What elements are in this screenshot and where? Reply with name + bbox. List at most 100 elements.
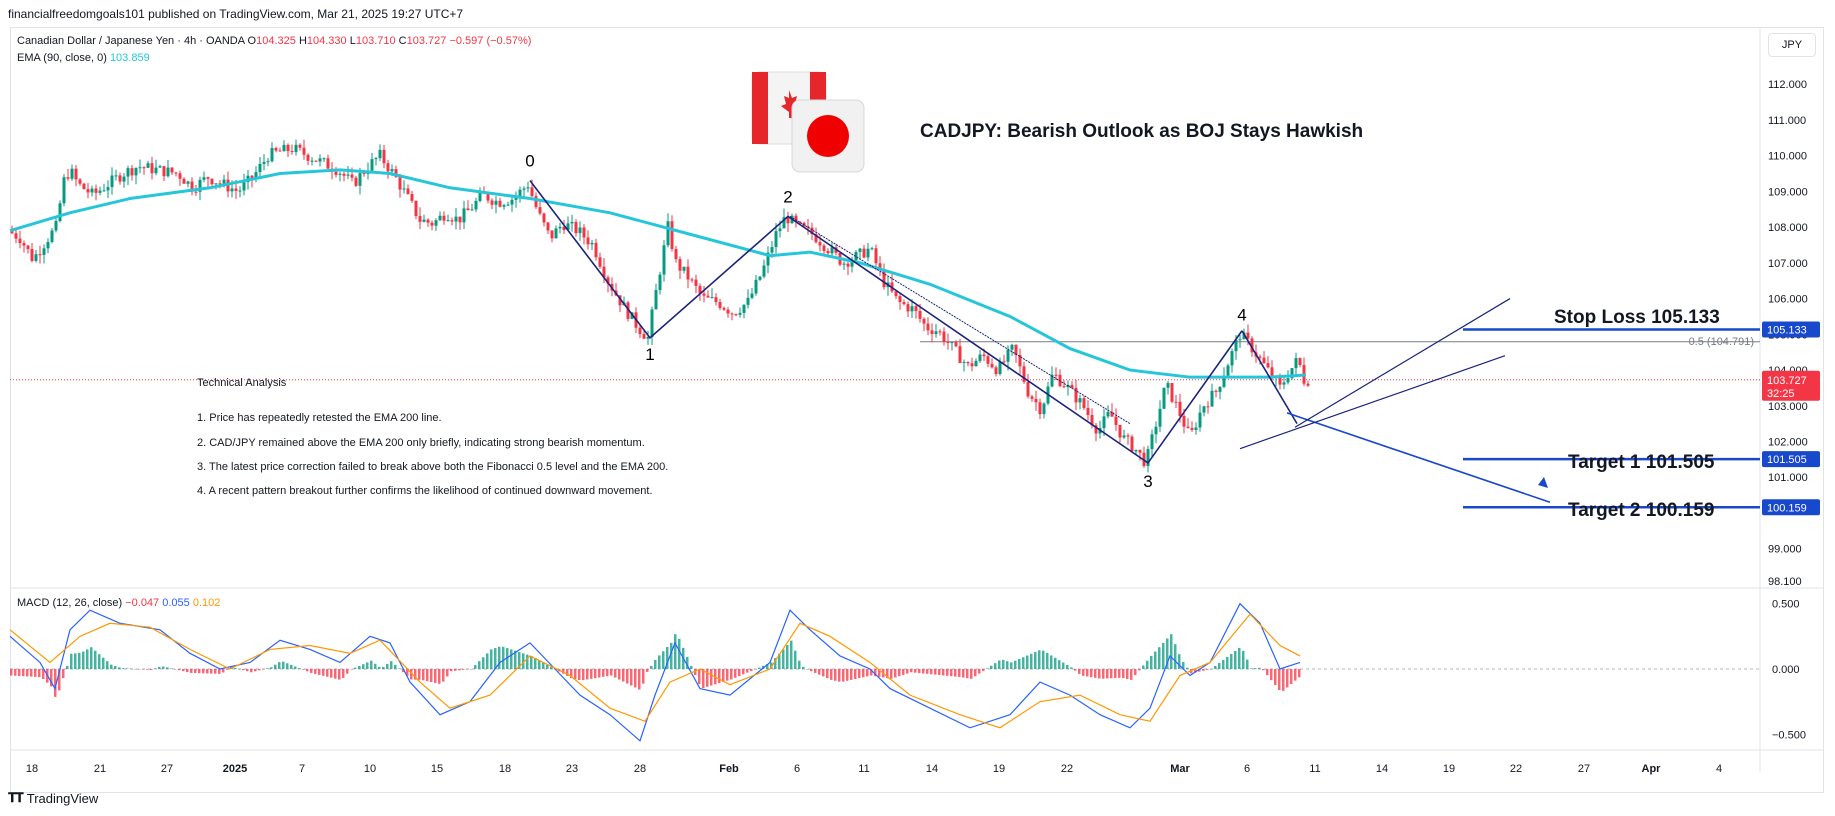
price-tick-label: 107.000 — [1768, 258, 1808, 270]
macd-axis[interactable]: 0.500 0.000 −0.500 — [1772, 599, 1806, 742]
tradingview-footer[interactable]: 𝐓𝐓 TradingView — [8, 790, 98, 806]
macd-histogram-bar — [538, 660, 541, 669]
candle-body — [542, 213, 546, 223]
macd-histogram-bar — [198, 669, 201, 674]
macd-histogram-bar — [34, 669, 37, 677]
candle-body — [278, 150, 282, 152]
macd-histogram-bar — [306, 669, 309, 672]
candle-body — [1294, 358, 1298, 369]
candle-body — [826, 250, 830, 254]
candle-body — [38, 254, 42, 256]
macd-histogram-bar — [358, 665, 361, 669]
candle-body — [1286, 378, 1290, 383]
candle-body — [942, 331, 946, 342]
candle-body — [618, 295, 622, 306]
macd-header[interactable]: MACD (12, 26, close) −0.047 0.055 0.102 — [17, 597, 220, 609]
candle-body — [594, 242, 598, 258]
macd-histogram-bar — [602, 669, 605, 677]
candle-body — [1006, 349, 1010, 362]
candle-body — [158, 166, 162, 168]
candle-body — [1050, 374, 1054, 387]
macd-histogram-bar — [102, 657, 105, 669]
time-tick-label: 22 — [1061, 763, 1073, 775]
macd-histogram-bar — [30, 669, 33, 677]
candle-body — [418, 216, 422, 222]
macd-histogram-bar — [698, 669, 701, 685]
macd-histogram-bar — [38, 669, 41, 678]
target1-box-text: 101.505 — [1767, 454, 1807, 466]
macd-histogram-bar — [502, 646, 505, 669]
macd-histogram-bar — [234, 667, 237, 669]
candle-body — [170, 167, 174, 173]
candle-body — [710, 297, 714, 299]
ema-label: EMA (90, close, 0) — [17, 52, 107, 64]
time-tick-label: 19 — [993, 763, 1005, 775]
high-label: H — [298, 35, 307, 47]
macd-histogram-bar — [458, 669, 461, 671]
time-axis[interactable]: 18 21 27 2025 7 10 15 18 23 28 Feb 6 11 14 19 22 Mar 6 11 1… — [26, 763, 1722, 775]
macd-histogram-bar — [214, 669, 217, 674]
macd-histogram-bar — [1238, 647, 1241, 669]
candle-body — [806, 226, 810, 228]
candle-body — [454, 216, 458, 222]
candle-body — [994, 367, 998, 375]
candle-body — [326, 158, 330, 169]
macd-histogram-bar — [1270, 669, 1273, 681]
candle-body — [1278, 377, 1282, 385]
macd-histogram-bar — [922, 669, 925, 674]
macd-histogram-bar — [206, 669, 209, 674]
candle-body — [1138, 449, 1142, 453]
candle-body — [194, 191, 198, 193]
price-tick-label: 112.000 — [1768, 79, 1807, 91]
currency-button[interactable]: JPY — [1768, 33, 1816, 57]
candle-body — [294, 144, 298, 153]
candle-body — [422, 219, 426, 222]
candle-body — [1178, 401, 1182, 416]
low-value: 103.710 — [355, 35, 396, 47]
target2-box-bg — [1762, 499, 1820, 516]
macd-histogram-bar — [618, 669, 621, 680]
macd-histogram-bar — [470, 669, 473, 670]
trade-annotations: Stop Loss 105.133 Target 1 101.505 Targe… — [1554, 307, 1754, 521]
candle-body — [386, 163, 390, 172]
candle-body — [698, 286, 702, 294]
macd-histogram-bar — [934, 669, 937, 675]
macd-histogram-bar — [1034, 652, 1037, 669]
candle-body — [234, 188, 238, 191]
candle-body — [118, 175, 122, 182]
wave-lines: 0 1 2 3 4 — [525, 152, 1551, 503]
price-axis[interactable]: 113.000112.000111.000110.000109.000108.0… — [1768, 43, 1808, 587]
japan-flag-icon — [791, 99, 865, 173]
candle-body — [858, 248, 862, 252]
macd-histogram-bar — [586, 669, 589, 680]
macd-histogram-bar — [718, 669, 721, 684]
macd-histogram-bar — [642, 669, 645, 684]
macd-histogram-bar — [658, 655, 661, 669]
time-tick-label: 11 — [858, 763, 869, 775]
macd-histogram-bar — [1174, 644, 1177, 669]
macd-histogram-bar — [482, 657, 485, 669]
macd-histogram-bar — [1230, 653, 1233, 669]
wave-label: 1 — [645, 345, 654, 364]
macd-histogram-bar — [506, 648, 509, 669]
candle-body — [1042, 403, 1046, 415]
candle-body — [1110, 412, 1114, 417]
candle-body — [1246, 332, 1250, 339]
fib-label: 0.5 (104.791) — [1689, 336, 1754, 348]
candle-body — [786, 217, 790, 224]
candle-body — [238, 190, 242, 192]
macd-histogram-bar — [270, 667, 273, 669]
macd-histogram-bar — [378, 666, 381, 669]
technical-analysis-note: Technical Analysis 1. Price has repeated… — [197, 377, 668, 497]
macd-hist-value: −0.047 — [125, 597, 160, 609]
candle-body — [74, 168, 78, 180]
candle-body — [1158, 408, 1162, 427]
candle-body — [1258, 356, 1262, 358]
macd-tick-label: 0.000 — [1772, 664, 1800, 676]
candle-body — [766, 252, 770, 266]
candle-body — [970, 363, 974, 367]
macd-histogram-bar — [290, 664, 293, 669]
macd-histogram-bar — [302, 669, 305, 670]
ema-header[interactable]: EMA (90, close, 0) 103.859 — [17, 52, 150, 64]
